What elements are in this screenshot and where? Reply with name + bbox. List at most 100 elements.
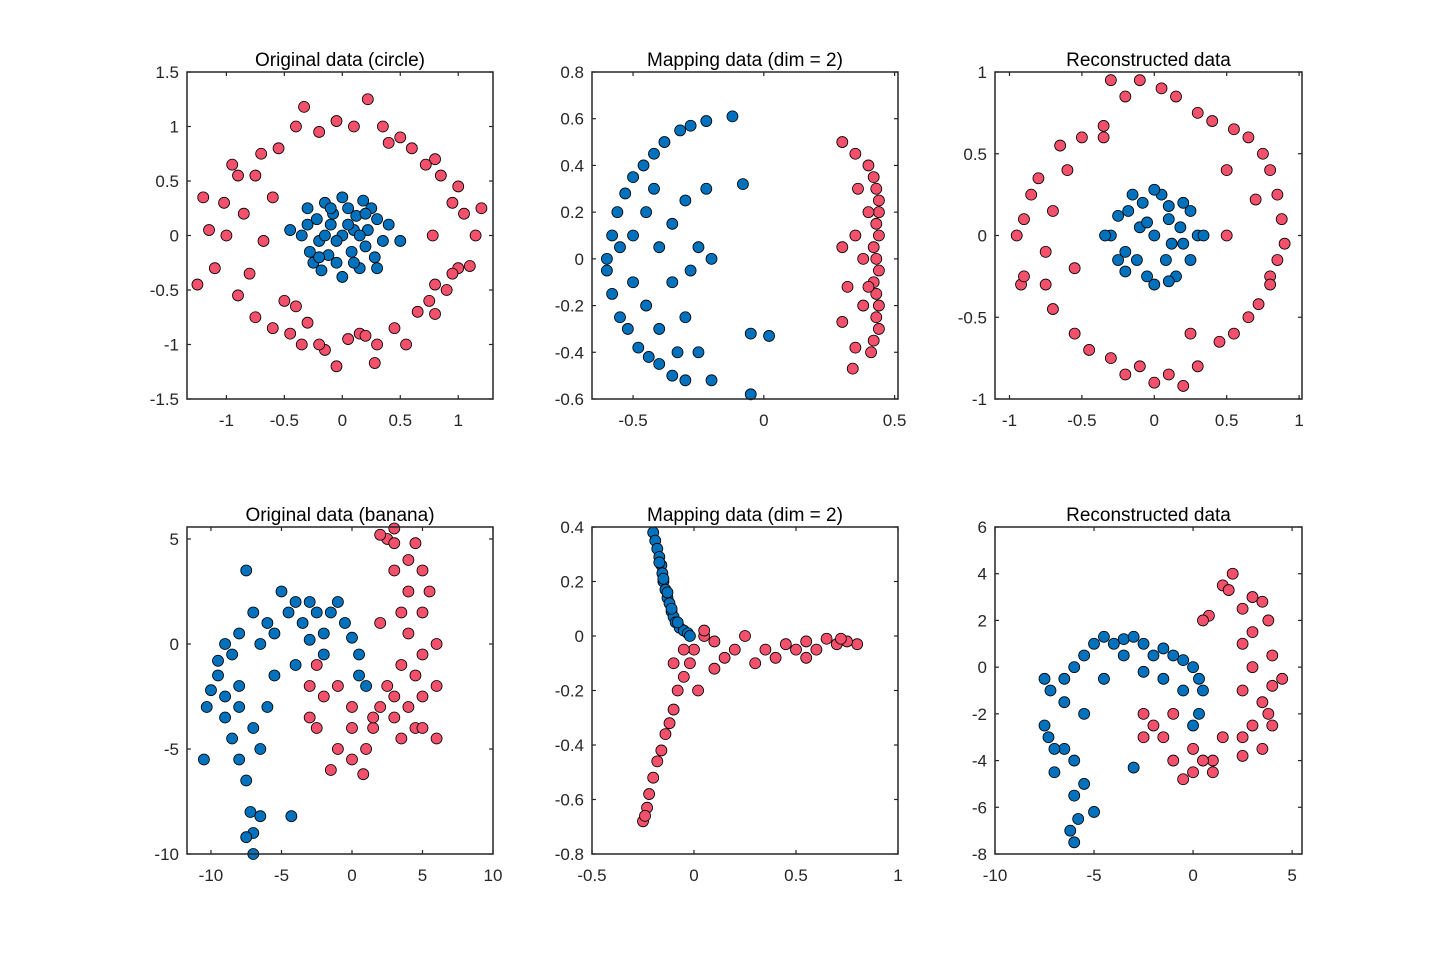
data-point <box>402 585 415 598</box>
data-point <box>667 703 680 716</box>
data-point <box>606 229 619 242</box>
data-point <box>1068 327 1081 340</box>
data-point <box>1038 719 1051 732</box>
data-point <box>1137 731 1150 744</box>
data-point <box>416 606 429 619</box>
data-point <box>423 294 436 307</box>
data-point <box>653 556 666 569</box>
data-point <box>849 229 862 242</box>
data-point <box>684 264 697 277</box>
data-point <box>1213 335 1226 348</box>
data-point <box>666 276 679 289</box>
data-point <box>873 323 885 335</box>
data-point <box>261 701 274 713</box>
data-point <box>212 669 224 682</box>
data-point <box>705 252 718 265</box>
data-point <box>1048 742 1061 755</box>
data-point <box>394 235 407 247</box>
data-point <box>1256 696 1269 709</box>
data-point <box>1097 131 1110 144</box>
data-point <box>606 287 619 300</box>
data-point <box>463 260 476 272</box>
data-point <box>388 711 401 724</box>
data-point <box>1167 707 1180 720</box>
data-point <box>368 357 381 369</box>
data-point <box>1167 754 1180 767</box>
data-point <box>873 229 885 242</box>
data-point <box>303 680 316 692</box>
data-point <box>402 554 415 566</box>
data-point <box>289 596 302 608</box>
subplot-title: Reconstructed data <box>1066 50 1231 71</box>
data-point <box>285 810 298 823</box>
y-tick-label: -5 <box>164 740 179 759</box>
data-point <box>1148 278 1161 291</box>
data-point <box>1246 719 1259 732</box>
data-point <box>692 241 705 254</box>
data-point <box>1206 115 1219 127</box>
data-point <box>402 627 415 640</box>
data-point <box>1083 344 1096 356</box>
data-point <box>348 256 360 269</box>
data-point <box>342 202 355 215</box>
x-tick-label: 0 <box>347 866 356 885</box>
data-point <box>254 638 267 650</box>
x-tick-label: -1 <box>219 411 234 430</box>
data-point <box>388 522 401 535</box>
y-tick-label: -1.5 <box>150 390 179 409</box>
data-point <box>1266 649 1279 662</box>
data-point <box>240 774 253 787</box>
data-point <box>324 606 337 619</box>
data-point <box>679 194 692 207</box>
data-point <box>718 651 731 664</box>
data-point <box>388 564 401 577</box>
data-point <box>191 278 204 291</box>
data-point <box>692 684 704 697</box>
x-tick-label: 1 <box>893 866 902 885</box>
subplot-4: -10 -5 0 5 10 -10 -5 0 5 Original data (banana) <box>154 505 502 885</box>
data-point <box>1061 164 1074 177</box>
data-point <box>659 728 672 740</box>
data-point <box>275 585 288 598</box>
data-point <box>655 744 668 757</box>
data-point <box>744 388 757 401</box>
data-point <box>402 701 415 713</box>
data-point <box>836 241 849 254</box>
data-point <box>1264 278 1277 291</box>
data-point <box>243 267 256 280</box>
data-point <box>1278 237 1291 250</box>
data-point <box>200 701 213 713</box>
y-tick-label: 0.5 <box>963 145 987 164</box>
data-point <box>469 229 482 242</box>
subplot-2: -0.5 0 0.5 -0.6 -0.4 -0.2 0 0.2 0.4 0.6 0.8 Mapping… <box>555 50 907 430</box>
data-point <box>430 638 443 650</box>
data-point <box>429 278 441 291</box>
data-point <box>376 120 389 133</box>
data-point <box>852 182 864 195</box>
data-point <box>416 648 429 661</box>
data-point <box>1088 637 1100 650</box>
data-point <box>1058 672 1071 685</box>
data-point <box>346 753 358 766</box>
data-point <box>1117 649 1130 662</box>
data-point <box>665 602 678 615</box>
data-point <box>671 346 684 359</box>
data-point <box>395 659 408 671</box>
data-point <box>295 229 308 242</box>
data-point <box>331 596 344 608</box>
data-point <box>1025 188 1038 201</box>
data-point <box>416 722 429 734</box>
data-point <box>290 120 302 133</box>
data-point <box>232 169 244 182</box>
data-point <box>353 669 365 682</box>
y-tick-label: -6 <box>972 798 987 817</box>
data-point <box>367 711 380 724</box>
subplot-5: -0.5 0 0.5 1 -0.8 -0.6 -0.4 -0.2 0 0.2 0.4 Mapping … <box>555 505 903 885</box>
data-point <box>1206 754 1219 767</box>
data-point <box>233 753 246 766</box>
data-point <box>1246 626 1259 639</box>
data-point <box>1137 707 1150 720</box>
data-point <box>1222 584 1235 596</box>
y-tick-label: 0 <box>575 627 584 646</box>
data-point <box>330 235 343 247</box>
